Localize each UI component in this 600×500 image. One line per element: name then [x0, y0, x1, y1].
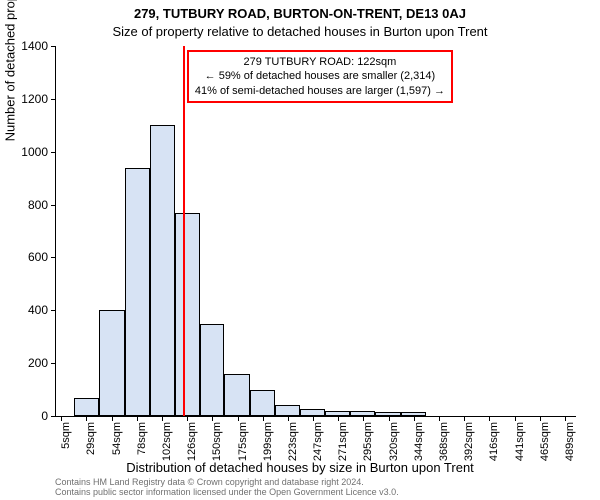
y-tick	[51, 152, 56, 153]
x-tick	[489, 416, 490, 421]
x-tick-label: 247sqm	[312, 422, 324, 462]
x-tick-label: 78sqm	[136, 422, 148, 462]
y-tick-label: 400	[28, 303, 48, 317]
x-tick	[565, 416, 566, 421]
histogram-bar	[99, 310, 125, 416]
histogram-bar	[224, 374, 250, 416]
x-tick	[540, 416, 541, 421]
callout-line: 41% of semi-detached houses are larger (…	[195, 84, 445, 98]
x-tick	[162, 416, 163, 421]
x-tick	[288, 416, 289, 421]
y-tick-label: 200	[28, 356, 48, 370]
x-tick-label: 223sqm	[287, 422, 299, 462]
y-tick-label: 600	[28, 250, 48, 264]
histogram-bar	[200, 324, 225, 417]
y-tick	[51, 46, 56, 47]
y-tick	[51, 257, 56, 258]
x-tick	[439, 416, 440, 421]
x-tick	[515, 416, 516, 421]
x-tick	[238, 416, 239, 421]
x-tick-label: 5sqm	[60, 422, 72, 462]
histogram-bar	[175, 213, 200, 417]
x-tick	[86, 416, 87, 421]
x-tick-label: 175sqm	[237, 422, 249, 462]
x-tick-label: 126sqm	[186, 422, 198, 462]
y-tick	[51, 416, 56, 417]
x-tick-label: 102sqm	[161, 422, 173, 462]
footer-attribution: Contains HM Land Registry data © Crown c…	[55, 478, 399, 498]
y-tick	[51, 99, 56, 100]
x-tick-label: 368sqm	[438, 422, 450, 462]
histogram-bar	[74, 398, 99, 417]
x-tick	[137, 416, 138, 421]
x-tick-label: 199sqm	[262, 422, 274, 462]
chart-title: 279, TUTBURY ROAD, BURTON-ON-TRENT, DE13…	[0, 6, 600, 21]
y-axis-label: Number of detached properties	[3, 0, 18, 141]
y-tick-label: 0	[41, 409, 48, 423]
histogram-bar	[275, 405, 300, 416]
y-tick-label: 1400	[21, 39, 48, 53]
y-tick-label: 1200	[21, 92, 48, 106]
x-tick-label: 416sqm	[488, 422, 500, 462]
x-tick-label: 441sqm	[514, 422, 526, 462]
y-tick	[51, 310, 56, 311]
histogram-bar	[300, 409, 325, 416]
x-tick	[363, 416, 364, 421]
x-tick-label: 392sqm	[463, 422, 475, 462]
x-tick	[212, 416, 213, 421]
x-tick-label: 465sqm	[539, 422, 551, 462]
reference-line	[183, 46, 185, 416]
x-tick	[263, 416, 264, 421]
plot-area: 279 TUTBURY ROAD: 122sqm← 59% of detache…	[55, 46, 576, 417]
x-tick	[414, 416, 415, 421]
root-container: 279, TUTBURY ROAD, BURTON-ON-TRENT, DE13…	[0, 0, 600, 500]
y-tick	[51, 205, 56, 206]
x-tick	[313, 416, 314, 421]
x-tick	[61, 416, 62, 421]
x-tick	[112, 416, 113, 421]
callout-box: 279 TUTBURY ROAD: 122sqm← 59% of detache…	[187, 50, 453, 103]
x-tick-label: 54sqm	[111, 422, 123, 462]
x-tick-label: 344sqm	[413, 422, 425, 462]
x-tick-label: 271sqm	[337, 422, 349, 462]
histogram-bar	[125, 168, 150, 416]
x-tick	[464, 416, 465, 421]
x-tick-label: 29sqm	[85, 422, 97, 462]
x-tick-label: 489sqm	[564, 422, 576, 462]
y-tick	[51, 363, 56, 364]
x-tick	[389, 416, 390, 421]
x-tick-label: 320sqm	[388, 422, 400, 462]
callout-line: 279 TUTBURY ROAD: 122sqm	[195, 55, 445, 69]
x-tick	[338, 416, 339, 421]
x-tick	[187, 416, 188, 421]
footer-line: Contains public sector information licen…	[55, 488, 399, 498]
x-tick-label: 295sqm	[362, 422, 374, 462]
chart-subtitle: Size of property relative to detached ho…	[0, 24, 600, 39]
histogram-bar	[150, 125, 175, 416]
x-axis-label: Distribution of detached houses by size …	[0, 460, 600, 475]
callout-line: ← 59% of detached houses are smaller (2,…	[195, 69, 445, 83]
x-tick-label: 150sqm	[211, 422, 223, 462]
y-tick-label: 1000	[21, 145, 48, 159]
y-tick-label: 800	[28, 198, 48, 212]
histogram-bar	[250, 390, 275, 416]
